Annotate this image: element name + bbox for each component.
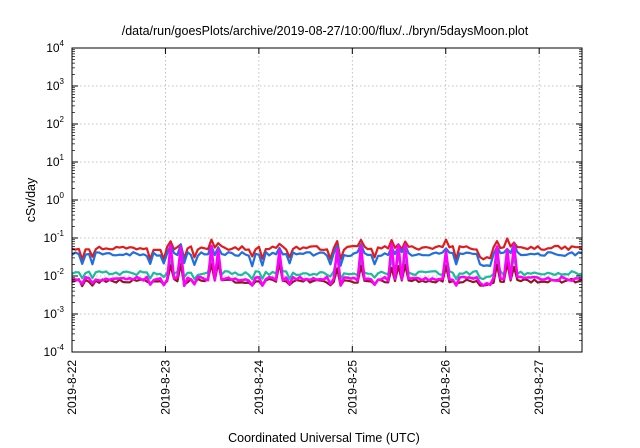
y-tick-labels: 10-4 10-3 10-2 10-1 100 101 102 103 104 xyxy=(44,39,65,359)
x-tick-label: 2019-8-24 xyxy=(252,360,266,415)
y-axis-label: cSv/day xyxy=(24,177,38,222)
x-tick-label: 2019-8-26 xyxy=(439,360,453,415)
y-tick-label: 100 xyxy=(46,191,64,207)
x-tick-label: 2019-8-25 xyxy=(345,360,359,415)
x-tick-label: 2019-8-23 xyxy=(158,360,172,415)
x-tick-labels: 2019-8-22 2019-8-23 2019-8-24 2019-8-25 2019… xyxy=(65,360,546,415)
y-tick-label: 10-2 xyxy=(44,267,65,283)
y-tick-label: 10-4 xyxy=(44,343,65,359)
series-line-4 xyxy=(71,261,583,288)
chart-title: /data/run/goesPlots/archive/2019-08-27/1… xyxy=(122,24,529,38)
x-axis-label: Coordinated Universal Time (UTC) xyxy=(228,431,420,445)
y-tick-label: 102 xyxy=(46,115,64,131)
series-group xyxy=(71,237,583,288)
series-line-5 xyxy=(72,242,583,288)
x-tick-label: 2019-8-27 xyxy=(532,360,546,415)
y-tick-label: 10-3 xyxy=(44,305,65,321)
y-tick-label: 10-1 xyxy=(44,229,65,245)
y-tick-label: 103 xyxy=(46,77,64,93)
series-line-1 xyxy=(71,237,583,261)
plot-frame xyxy=(71,47,583,353)
y-tick-label: 104 xyxy=(46,39,64,55)
axes xyxy=(71,47,583,353)
y-tick-label: 101 xyxy=(46,153,64,169)
x-tick-label: 2019-8-22 xyxy=(65,360,79,415)
grid xyxy=(72,48,582,352)
